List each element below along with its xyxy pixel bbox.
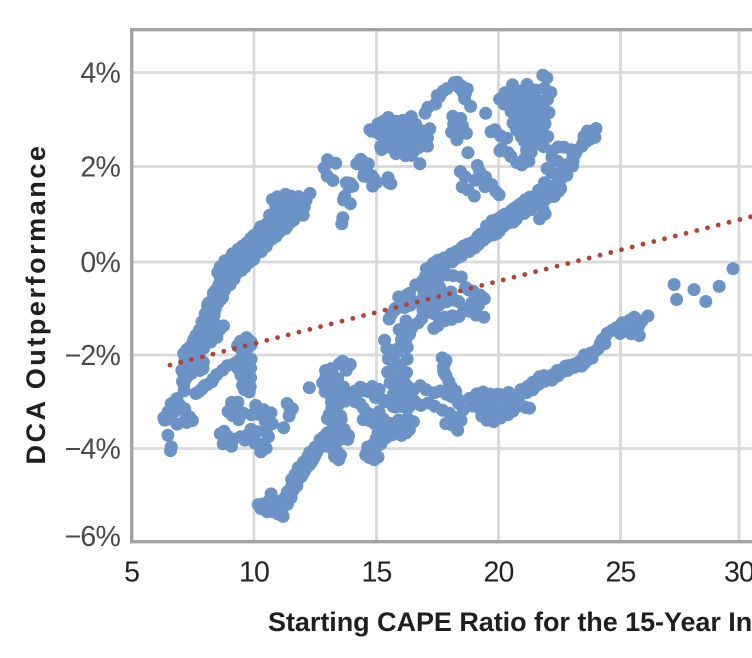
- svg-text:30: 30: [724, 557, 752, 589]
- svg-text:25: 25: [605, 557, 635, 589]
- svg-text:10: 10: [239, 557, 269, 589]
- svg-text:2%: 2%: [80, 152, 120, 184]
- svg-text:−2%: −2%: [65, 340, 121, 372]
- svg-text:4%: 4%: [80, 58, 120, 90]
- svg-text:15: 15: [361, 557, 391, 589]
- svg-text:0%: 0%: [80, 247, 120, 279]
- svg-text:−4%: −4%: [65, 434, 121, 466]
- svg-text:−6%: −6%: [65, 521, 121, 553]
- svg-text:DCA Outperformance: DCA Outperformance: [21, 144, 51, 465]
- svg-text:5: 5: [124, 557, 139, 589]
- svg-text:Starting CAPE Ratio for the 15: Starting CAPE Ratio for the 15-Year Inve…: [268, 607, 752, 637]
- svg-text:20: 20: [483, 557, 513, 589]
